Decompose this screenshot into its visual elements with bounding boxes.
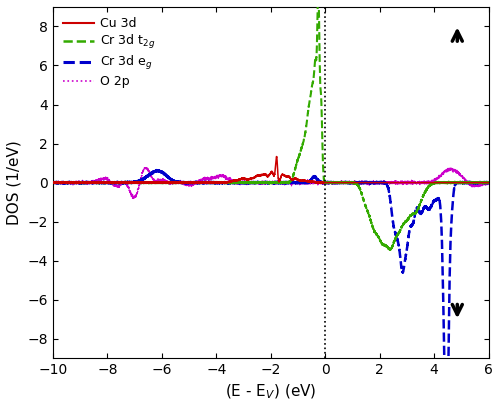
Legend: Cu 3d, Cr 3d t$_{2g}$, Cr 3d e$_g$, O 2p: Cu 3d, Cr 3d t$_{2g}$, Cr 3d e$_g$, O 2p xyxy=(59,13,160,92)
Y-axis label: DOS (1/eV): DOS (1/eV) xyxy=(7,140,22,225)
X-axis label: (E - E$_V$) (eV): (E - E$_V$) (eV) xyxy=(225,383,316,401)
